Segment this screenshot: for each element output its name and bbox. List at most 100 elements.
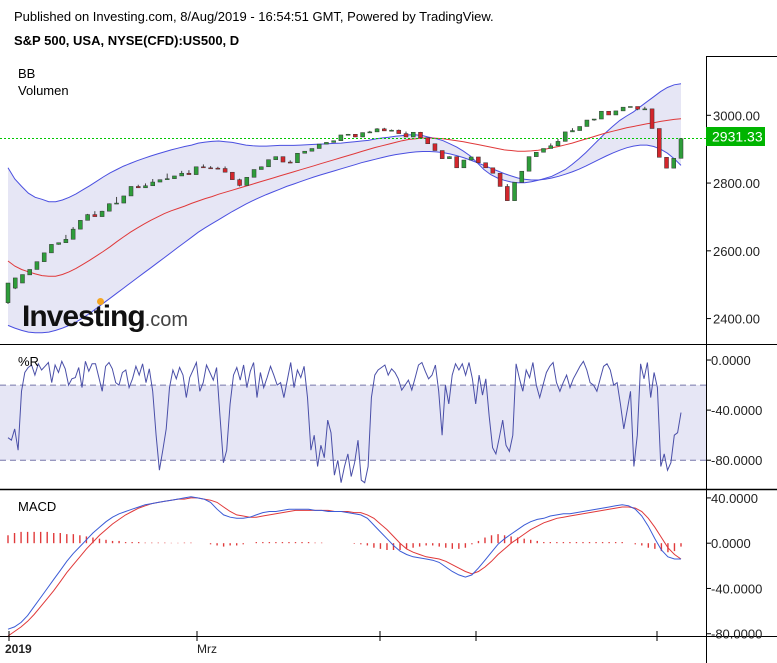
candle-body: [418, 131, 423, 138]
candle-body: [143, 185, 148, 189]
candle-body: [454, 156, 459, 169]
williams-r-pane: [0, 359, 706, 484]
candle-body: [483, 162, 488, 169]
logo-suffix: .com: [144, 309, 189, 331]
candle-body: [5, 282, 11, 303]
candle-body: [345, 134, 351, 136]
wr-axis-label: -40.0000: [711, 403, 762, 418]
candle-body: [27, 269, 32, 276]
candle-body: [316, 143, 322, 149]
candle-body: [671, 158, 677, 169]
candle-body: [628, 106, 633, 108]
candle-body: [114, 202, 119, 205]
candle-body: [150, 181, 155, 187]
candle-body: [208, 167, 213, 170]
candle-body: [548, 145, 553, 149]
candle-body: [99, 210, 105, 217]
wr-axis-label: 0.0000: [711, 353, 751, 368]
candle-body: [164, 178, 170, 180]
candle-body: [389, 129, 394, 132]
candle-body: [599, 110, 604, 120]
macd-axis-label: 40.0000: [711, 491, 758, 506]
candle-body: [136, 186, 141, 189]
candle-body: [577, 126, 582, 131]
candle-body: [468, 156, 474, 161]
logo-text: Investing: [22, 300, 146, 333]
price-axis-label: 2800.00: [713, 176, 760, 191]
candle-body: [331, 140, 336, 143]
candle-body: [613, 110, 619, 116]
price-pane: [0, 83, 706, 334]
candle-body: [309, 148, 315, 152]
candle-body: [505, 186, 510, 201]
time-axis-label: 2019: [5, 642, 32, 656]
wr-line: [7, 359, 682, 484]
candle-body: [85, 214, 90, 221]
candle-body: [34, 261, 40, 270]
candle-body: [512, 182, 517, 201]
price-tag: 2931.33: [712, 129, 763, 145]
candle-body: [410, 131, 416, 138]
candle-body: [649, 108, 655, 129]
candle-body: [382, 128, 387, 132]
candle-body: [664, 157, 669, 169]
candle-body: [497, 172, 503, 187]
candle-body: [461, 159, 467, 169]
candle-body: [338, 134, 344, 141]
candle-body: [49, 244, 54, 254]
bb-label: BB: [18, 66, 35, 81]
candle-body: [259, 166, 264, 170]
candle-body: [287, 161, 293, 164]
candle-body: [591, 118, 597, 121]
candle-body: [244, 177, 250, 186]
candle-body: [432, 143, 438, 151]
bb-lower-line: [7, 144, 682, 334]
bb-band-fill: [8, 83, 681, 333]
macd-label: MACD: [18, 499, 56, 514]
instrument-title: S&P 500, USA, NYSE(CFD):US500, D: [14, 33, 240, 48]
candle-body: [584, 119, 590, 127]
publisher-line: Published on Investing.com, 8/Aug/2019 -…: [14, 9, 494, 24]
candle-body: [678, 138, 684, 159]
candle-body: [186, 172, 192, 175]
candle-body: [562, 131, 568, 142]
candle-body: [63, 239, 69, 243]
candle-body: [606, 110, 611, 116]
price-axis-label: 3000.00: [713, 108, 760, 123]
candle-body: [70, 228, 76, 240]
candle-body: [353, 134, 358, 138]
macd-axis-label: -80.0000: [711, 627, 762, 642]
candle-body: [295, 152, 300, 163]
candle-body: [266, 159, 271, 168]
candle-body: [280, 156, 286, 163]
candle-body: [179, 172, 184, 177]
macd-axis-label: -40.0000: [711, 581, 762, 596]
candle-body: [476, 156, 481, 163]
candle-body: [555, 141, 561, 147]
volume-label: Volumen: [18, 83, 69, 98]
candle-body: [12, 277, 18, 289]
candle-body: [121, 195, 127, 204]
investing-logo: Investing.com: [22, 298, 189, 334]
macd-axis-label: 0.0000: [711, 536, 751, 551]
candle-body: [237, 179, 242, 186]
candle-body: [642, 108, 648, 111]
candle-body: [447, 156, 452, 159]
candle-body: [201, 166, 206, 169]
candle-body: [541, 148, 546, 153]
wr-axis-label: -80.0000: [711, 453, 762, 468]
bb-upper-line: [7, 83, 682, 203]
wr-band-fill: [0, 385, 706, 461]
candle-body: [193, 166, 199, 175]
price-tag-box: [706, 127, 765, 146]
candle-body: [107, 203, 112, 212]
candle-body: [657, 128, 662, 158]
candle-body: [526, 156, 532, 172]
candle-body: [490, 167, 496, 174]
logo-dot-icon: [97, 298, 104, 305]
candle-body: [403, 133, 409, 138]
candle-body: [396, 129, 402, 134]
macd-pane: [7, 496, 682, 637]
candle-body: [78, 220, 83, 230]
